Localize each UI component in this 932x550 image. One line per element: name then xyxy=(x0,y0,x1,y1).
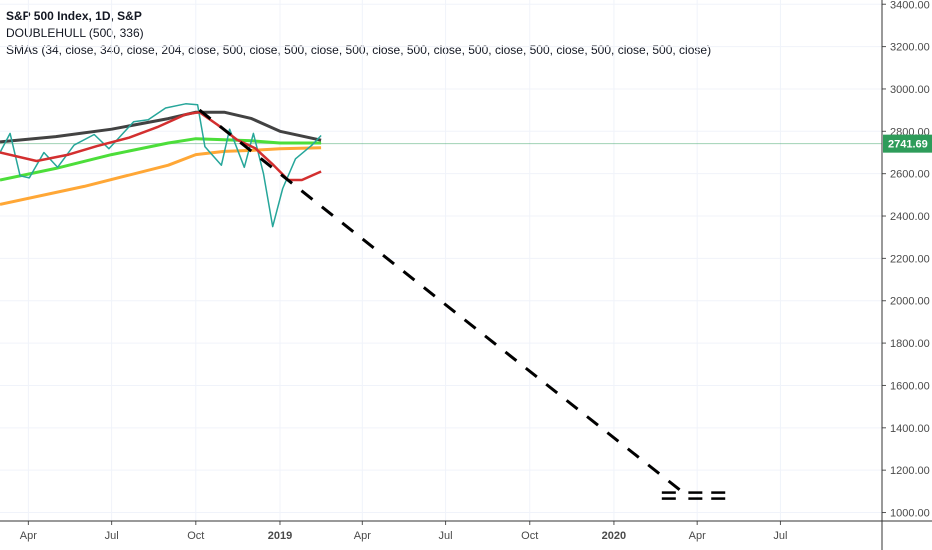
x-tick-label: Apr xyxy=(354,530,371,542)
x-tick-label: 2020 xyxy=(602,530,626,542)
sma-green-line[interactable] xyxy=(0,137,322,182)
legend-symbol[interactable]: S&P 500 Index, 1D, S&P xyxy=(6,9,142,23)
x-tick-label: Apr xyxy=(689,530,706,542)
x-tick-label: 2019 xyxy=(268,530,292,542)
y-tick-label: 2400.00 xyxy=(890,211,930,223)
x-tick-label: Jul xyxy=(439,530,453,542)
x-tick-label: Jul xyxy=(773,530,787,542)
legend-indicator-doublehull[interactable]: DOUBLEHULL (500, 336) xyxy=(6,26,144,40)
y-tick-label: 2200.00 xyxy=(890,253,930,265)
x-tick-label: Oct xyxy=(187,530,204,542)
y-tick-label: 1400.00 xyxy=(890,423,930,435)
y-tick-label: 3400.00 xyxy=(890,0,930,11)
y-tick-label: 1200.00 xyxy=(890,465,930,477)
x-tick-label: Jul xyxy=(105,530,119,542)
x-axis[interactable]: Apr Jul Oct 2019 Apr Jul Oct 2020 Apr Jul xyxy=(0,520,932,542)
last-price-tag xyxy=(883,134,932,153)
y-tick-label: 3000.00 xyxy=(890,84,930,96)
y-tick-label: 1000.00 xyxy=(890,508,930,520)
y-tick-label: 1600.00 xyxy=(890,380,930,392)
y-tick-label: 2000.00 xyxy=(890,296,930,308)
y-tick-label: 1800.00 xyxy=(890,338,930,350)
y-axis[interactable]: 1000.00 1200.00 1400.00 1600.00 1800.00 2000.… xyxy=(881,0,932,550)
last-price-label: 2741.69 xyxy=(888,139,928,151)
x-tick-label: Oct xyxy=(521,530,538,542)
y-tick-label: 2600.00 xyxy=(890,169,930,181)
price-line[interactable] xyxy=(0,103,322,228)
x-tick-label: Apr xyxy=(20,530,37,542)
plot-area xyxy=(0,103,882,500)
y-tick-label: 3200.00 xyxy=(890,42,930,54)
grid xyxy=(0,0,882,521)
